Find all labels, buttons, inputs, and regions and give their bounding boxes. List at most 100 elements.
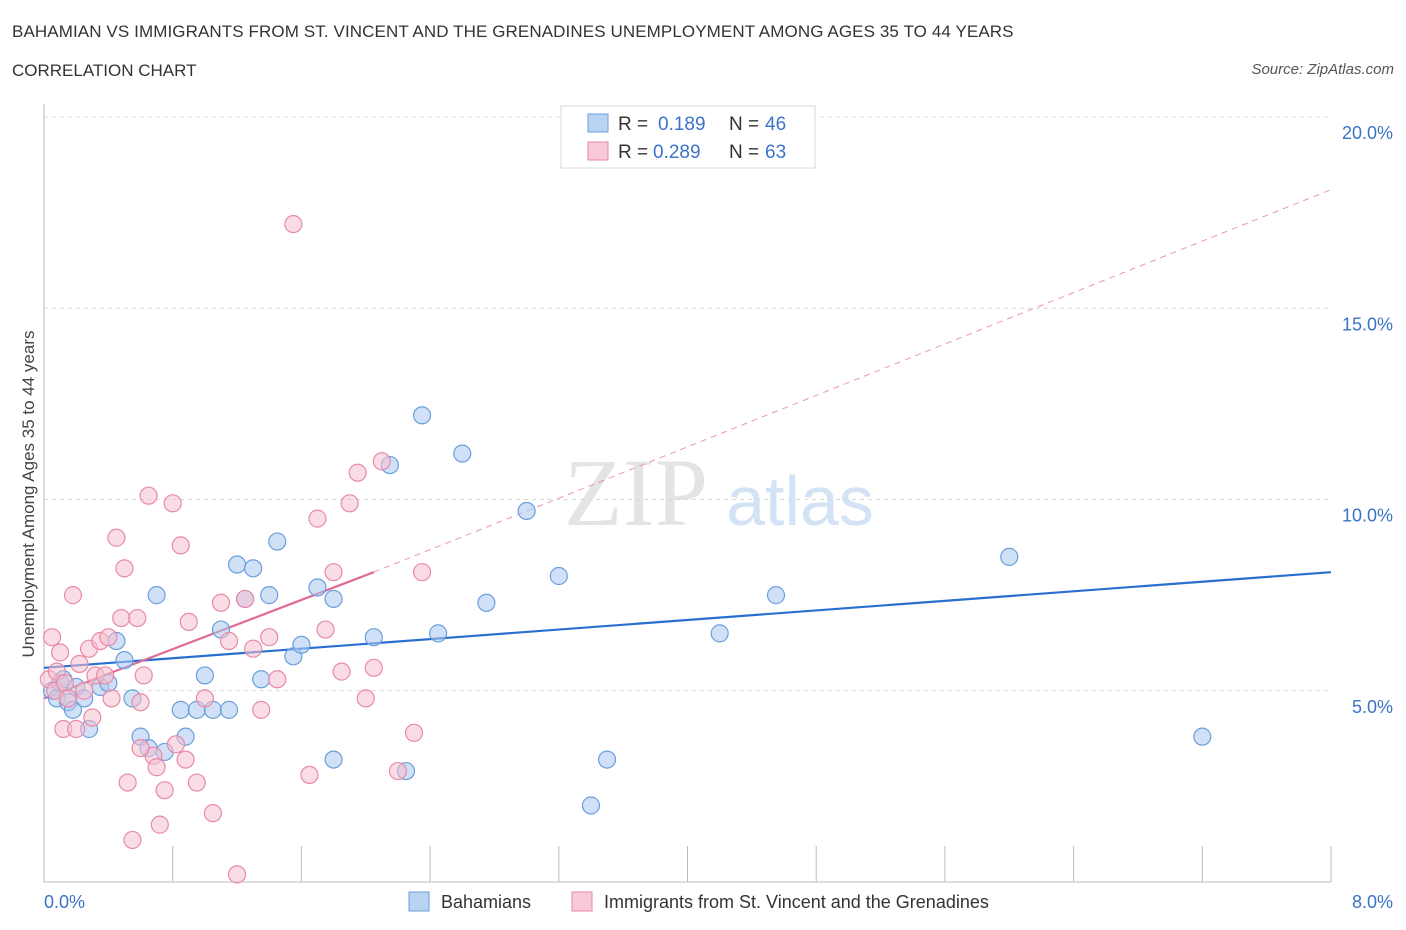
point-bahamians xyxy=(171,700,190,719)
point-immigrants xyxy=(115,559,134,578)
gridlines xyxy=(44,116,1331,692)
point-bahamians xyxy=(260,586,279,605)
point-bahamians xyxy=(115,651,134,670)
point-bahamians xyxy=(581,796,601,815)
point-immigrants xyxy=(55,673,75,693)
data-points xyxy=(39,215,1212,884)
point-immigrants xyxy=(284,215,303,234)
point-bahamians xyxy=(252,670,271,689)
point-immigrants xyxy=(102,689,121,708)
chart-title: BAHAMIAN VS IMMIGRANTS FROM ST. VINCENT … xyxy=(12,22,1014,41)
point-bahamians xyxy=(710,624,729,643)
point-bahamians xyxy=(477,593,496,612)
point-immigrants xyxy=(179,612,198,632)
point-bahamians xyxy=(147,586,166,605)
point-bahamians xyxy=(308,578,327,597)
point-immigrants xyxy=(356,689,375,708)
point-immigrants xyxy=(388,761,408,781)
x-tick-label-max: 8.0% xyxy=(1352,892,1393,912)
point-immigrants xyxy=(300,765,319,785)
point-immigrants xyxy=(63,586,83,605)
point-immigrants xyxy=(96,666,115,685)
stats-r-value-1: 0.189 xyxy=(658,114,706,135)
legend-swatch-bahamians xyxy=(408,891,430,912)
point-immigrants xyxy=(324,563,343,582)
point-immigrants xyxy=(166,735,186,754)
point-immigrants xyxy=(252,700,271,719)
point-immigrants xyxy=(171,536,190,555)
point-immigrants xyxy=(268,670,287,689)
point-immigrants xyxy=(131,693,150,712)
point-immigrants xyxy=(139,486,158,505)
point-immigrants xyxy=(128,608,147,628)
point-immigrants xyxy=(42,628,62,647)
point-bahamians xyxy=(1193,727,1212,746)
point-bahamians xyxy=(429,624,448,643)
stats-n-value-1: 46 xyxy=(765,114,786,135)
point-bahamians xyxy=(324,750,343,769)
point-immigrants xyxy=(112,608,131,628)
point-immigrants xyxy=(308,509,327,528)
point-immigrants xyxy=(155,781,174,800)
stats-swatch-pink xyxy=(587,141,609,161)
stats-n-label-2: N = xyxy=(729,142,759,163)
point-immigrants xyxy=(176,750,195,769)
axes xyxy=(43,104,1332,883)
y-tick-label: 10.0% xyxy=(1342,506,1393,526)
stats-r-label-1: R = xyxy=(618,114,648,135)
watermark-zip: ZIP xyxy=(564,439,708,546)
source-credit: Source: ZipAtlas.com xyxy=(1251,61,1394,78)
point-bahamians xyxy=(453,444,472,463)
point-bahamians xyxy=(1000,547,1019,566)
trend-line-bahamians-solid xyxy=(43,571,1332,669)
stats-swatch-blue xyxy=(587,113,609,133)
stats-legend: R = 0.189 N = 46 R = 0.289 N = 63 xyxy=(560,105,816,169)
point-immigrants xyxy=(59,689,78,708)
point-bahamians xyxy=(227,555,247,574)
y-tick-label: 5.0% xyxy=(1352,697,1393,717)
point-immigrants xyxy=(348,463,367,482)
bottom-legend: Bahamians Immigrants from St. Vincent an… xyxy=(408,891,989,912)
chart-subtitle: CORRELATION CHART xyxy=(12,61,197,80)
point-immigrants xyxy=(123,830,142,850)
stats-n-label-1: N = xyxy=(729,114,759,135)
point-immigrants xyxy=(372,452,391,471)
point-immigrants xyxy=(219,631,239,651)
point-immigrants xyxy=(244,639,263,658)
point-immigrants xyxy=(107,528,126,547)
point-bahamians xyxy=(412,406,432,425)
point-immigrants xyxy=(412,563,432,582)
point-immigrants xyxy=(404,723,424,742)
point-immigrants xyxy=(187,773,206,792)
point-bahamians xyxy=(219,700,239,719)
point-bahamians xyxy=(292,635,311,654)
point-immigrants xyxy=(99,628,118,647)
watermark: ZIP atlas xyxy=(564,439,874,546)
point-immigrants xyxy=(118,773,137,792)
point-immigrants xyxy=(227,865,247,884)
point-bahamians xyxy=(244,559,263,578)
point-immigrants xyxy=(260,628,279,647)
point-immigrants xyxy=(150,815,169,834)
point-immigrants xyxy=(316,620,335,639)
x-tick-label-min: 0.0% xyxy=(44,892,85,912)
point-bahamians xyxy=(324,589,343,609)
point-immigrants xyxy=(364,658,383,677)
y-tick-label: 20.0% xyxy=(1342,123,1393,143)
stats-r-label-2: R = xyxy=(618,142,648,163)
point-bahamians xyxy=(364,628,383,647)
y-tick-labels: 5.0% 10.0% 15.0% 20.0% xyxy=(1342,123,1393,717)
point-immigrants xyxy=(147,758,166,777)
point-immigrants xyxy=(195,689,214,708)
point-immigrants xyxy=(203,804,223,823)
point-bahamians xyxy=(549,566,568,586)
y-tick-label: 15.0% xyxy=(1342,314,1393,334)
point-bahamians xyxy=(268,532,287,551)
point-immigrants xyxy=(332,662,351,681)
point-bahamians xyxy=(597,750,617,769)
point-bahamians xyxy=(766,586,786,605)
legend-label-immigrants: Immigrants from St. Vincent and the Gren… xyxy=(604,892,989,912)
point-immigrants xyxy=(75,681,94,700)
watermark-atlas: atlas xyxy=(726,462,874,540)
